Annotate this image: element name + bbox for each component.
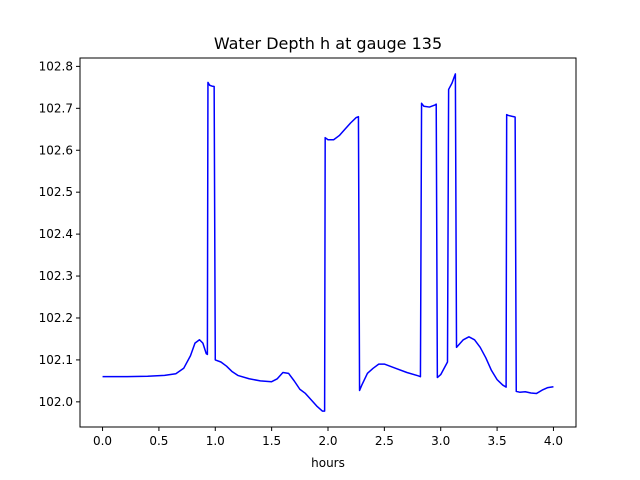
- y-tick-label: 102.2: [39, 311, 73, 325]
- x-tick-label: 3.0: [431, 434, 450, 448]
- y-tick-label: 102.5: [39, 185, 73, 199]
- y-tick-label: 102.6: [39, 143, 73, 157]
- y-tick-label: 102.4: [39, 227, 73, 241]
- series-line-0: [102, 73, 554, 412]
- x-tick-label: 0.5: [149, 434, 168, 448]
- x-tick-label: 2.0: [318, 434, 337, 448]
- x-tick-label: 1.5: [262, 434, 281, 448]
- chart-title: Water Depth h at gauge 135: [214, 34, 442, 53]
- x-axis-label: hours: [311, 456, 345, 470]
- x-tick-label: 2.5: [375, 434, 394, 448]
- y-axis: 102.0 102.1 102.2 102.3 102.4 102.5 102.6 102.7…: [39, 59, 80, 409]
- x-tick-label: 4.0: [544, 434, 563, 448]
- y-tick-label: 102.0: [39, 395, 73, 409]
- y-tick-label: 102.3: [39, 269, 73, 283]
- y-tick-label: 102.7: [39, 101, 73, 115]
- x-axis: 0.0 0.5 1.0 1.5 2.0 2.5 3.0 3.5 4.0: [93, 427, 563, 448]
- x-tick-label: 3.5: [488, 434, 507, 448]
- y-tick-label: 102.8: [39, 59, 73, 73]
- y-tick-label: 102.1: [39, 353, 73, 367]
- x-tick-label: 0.0: [93, 434, 112, 448]
- x-tick-label: 1.0: [206, 434, 225, 448]
